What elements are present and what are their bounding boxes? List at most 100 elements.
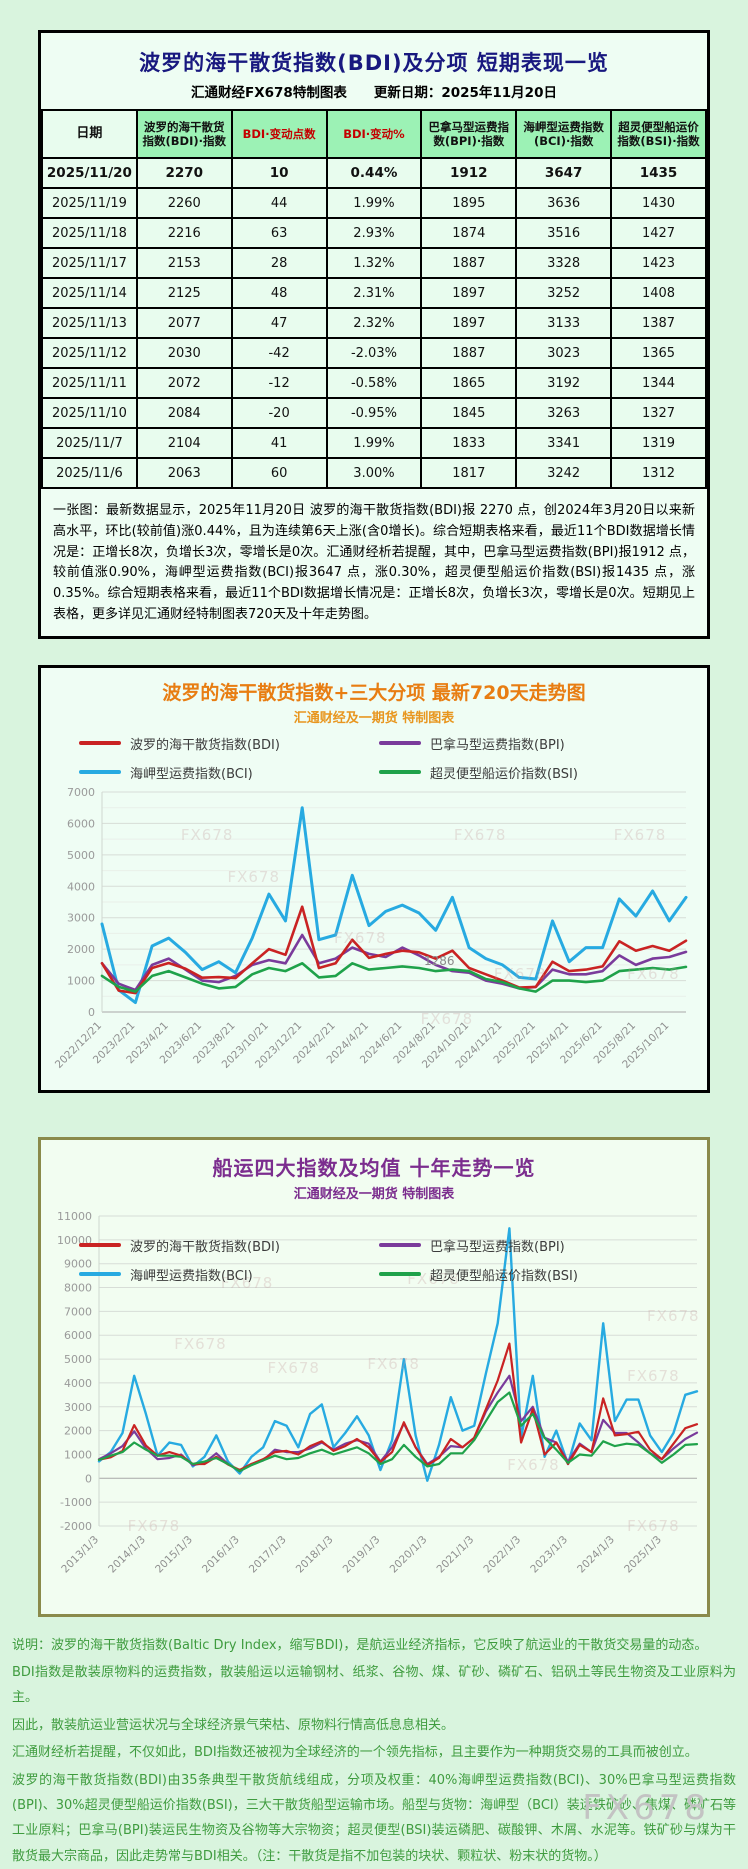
svg-text:5000: 5000 [64, 1353, 92, 1366]
column-header: BDI·变动% [325, 109, 423, 159]
bdi-line-swatch [79, 1243, 121, 1248]
svg-text:2021/1/3: 2021/1/3 [434, 1533, 476, 1575]
svg-text:2025/1/3: 2025/1/3 [622, 1533, 664, 1575]
explanation-line: 因此，散装航运业营运状况与全球经济景气荣枯、原物料行情高低息息相关。 [12, 1717, 455, 1733]
chart-10year-subtitle: 汇通财经及一期货 特制图表 [293, 1186, 455, 1202]
explanation-line: BDI指数是散装原物料的运费指数，散装船运以运输钢材、纸浆、谷物、煤、矿砂、磷矿… [12, 1665, 736, 1706]
svg-text:2013/1/3: 2013/1/3 [59, 1533, 101, 1575]
legend-item-bci: 海岬型运费指数(BCI) [79, 1265, 369, 1284]
svg-text:11000: 11000 [57, 1210, 92, 1223]
legend-item-bdi: 波罗的海干散货指数(BDI) [79, 1236, 369, 1255]
bpi-line-swatch [379, 741, 421, 746]
svg-text:2015/1/3: 2015/1/3 [153, 1533, 195, 1575]
page-subtitle: 汇通财经FX678特制图表 更新日期：2025年11月20日 [191, 85, 557, 101]
table-row: 2025/11/12 2030 -42 -2.03% 1887 3023 1365 [41, 337, 707, 369]
series-line-bci [97, 1226, 699, 1482]
legend-item-bsi: 超灵便型船运价指数(BSI) [379, 763, 669, 782]
short-term-table-panel: 波罗的海干散货指数(BDI)及分项 短期表现一览 汇通财经FX678特制图表 更… [38, 30, 710, 639]
table-row: 2025/11/11 2072 -12 -0.58% 1865 3192 1344 [41, 367, 707, 399]
value-annotation: 1286 [424, 954, 455, 968]
svg-text:2023/1/3: 2023/1/3 [528, 1533, 570, 1575]
page-title: 波罗的海干散货指数(BDI)及分项 短期表现一览 [139, 51, 609, 75]
bpi-line-swatch [379, 1243, 421, 1248]
bci-line-swatch [79, 770, 121, 775]
explanation-line: 汇通财经析若提醒，不仅如此，BDI指数还被视为全球经济的一个领先指标，且主要作为… [12, 1745, 698, 1761]
column-header: BDI·变动点数 [230, 109, 328, 159]
table-row: 2025/11/13 2077 47 2.32% 1897 3133 1387 [41, 307, 707, 339]
chart-720day-legend: 波罗的海干散货指数(BDI) 巴拿马型运费指数(BPI) 海岬型运费指数(BCI… [41, 734, 707, 782]
series-line-bdi [97, 1342, 699, 1471]
svg-text:-1000: -1000 [60, 1496, 92, 1509]
series-line-bdi [100, 905, 688, 995]
svg-text:9000: 9000 [64, 1257, 92, 1270]
series-line-bsi [100, 961, 688, 993]
series-line-bci [100, 805, 688, 1004]
svg-text:8000: 8000 [64, 1281, 92, 1294]
svg-text:1000: 1000 [67, 974, 95, 987]
svg-text:2016/1/3: 2016/1/3 [200, 1533, 242, 1575]
svg-text:0: 0 [88, 1006, 95, 1019]
bdi-line-swatch [79, 741, 121, 746]
chart-720day-plot-area: 0 1000 2000 3000 4000 5000 6000 7000 2022/12/21 2… [41, 784, 707, 1086]
table-row: 2025/11/18 2216 63 2.93% 1874 3516 1427 [41, 217, 707, 249]
bci-line-swatch [79, 1272, 121, 1277]
chart-10year-panel: 船运四大指数及均值 十年走势一览 汇通财经及一期货 特制图表 波罗的海干散货指数… [38, 1136, 710, 1617]
explanation-line: 说明：波罗的海干散货指数(Baltic Dry Index，缩写BDI)，是航运… [12, 1637, 708, 1653]
table-row: 2025/11/6 2063 60 3.00% 1817 3242 1312 [41, 457, 707, 489]
svg-text:2019/1/3: 2019/1/3 [341, 1533, 383, 1575]
chart-10year-legend: 波罗的海干散货指数(BDI) 巴拿马型运费指数(BPI) 海岬型运费指数(BCI… [41, 1236, 707, 1284]
explanation-text: 说明：波罗的海干散货指数(Baltic Dry Index，缩写BDI)，是航运… [12, 1633, 736, 1869]
chart-10year-plot-area: 波罗的海干散货指数(BDI) 巴拿马型运费指数(BPI) 海岬型运费指数(BCI… [41, 1206, 707, 1610]
bdi-table: 日期 波罗的海干散货指数(BDI)·指数 BDI·变动点数 BDI·变动% 巴拿马型运费… [41, 109, 707, 489]
chart-10year-svg: -2000 -1000 0 1000 2000 3000 4000 5000 6000 7000 8… [57, 1210, 699, 1575]
legend-item-bpi: 巴拿马型运费指数(BPI) [379, 1236, 669, 1255]
bsi-line-swatch [379, 770, 421, 775]
chart-720day-title: 波罗的海干散货指数+三大分项 最新720天走势图 [162, 681, 586, 704]
svg-text:2014/1/3: 2014/1/3 [106, 1533, 148, 1575]
svg-text:5000: 5000 [67, 849, 95, 862]
bsi-line-swatch [379, 1272, 421, 1277]
svg-text:2020/1/3: 2020/1/3 [388, 1533, 430, 1575]
svg-text:1000: 1000 [64, 1448, 92, 1461]
bdi-table-body: 2025/11/20 2270 10 0.44% 1912 3647 1435 2025/11… [41, 157, 707, 489]
svg-text:6000: 6000 [64, 1329, 92, 1342]
fx678-watermark: FX678 [582, 1788, 710, 1828]
column-header: 日期 [41, 109, 138, 159]
summary-note: 一张图：最新数据显示，2025年11月20日 波罗的海干散货指数(BDI)报 2… [53, 503, 695, 622]
legend-item-bsi: 超灵便型船运价指数(BSI) [379, 1265, 669, 1284]
svg-text:2000: 2000 [64, 1424, 92, 1437]
svg-text:2022/1/3: 2022/1/3 [481, 1533, 523, 1575]
chart-720day-subtitle: 汇通财经及一期货 特制图表 [293, 710, 455, 726]
svg-text:6000: 6000 [67, 817, 95, 830]
legend-item-bci: 海岬型运费指数(BCI) [79, 763, 369, 782]
svg-text:2024/1/3: 2024/1/3 [575, 1533, 617, 1575]
column-header: 巴拿马型运费指数(BPI)·指数 [420, 109, 518, 159]
table-row: 2025/11/17 2153 28 1.32% 1887 3328 1423 [41, 247, 707, 279]
svg-text:7000: 7000 [67, 786, 95, 799]
column-header: 超灵便型船运价指数(BSI)·指数 [610, 109, 707, 159]
legend-item-bpi: 巴拿马型运费指数(BPI) [379, 734, 669, 753]
chart-720day-svg: 010002000300040005000600070002022/12/212… [53, 786, 688, 1071]
svg-text:2018/1/3: 2018/1/3 [294, 1533, 336, 1575]
svg-text:3000: 3000 [64, 1401, 92, 1414]
table-row: 2025/11/20 2270 10 0.44% 1912 3647 1435 [41, 157, 707, 189]
chart-10year-title: 船运四大指数及均值 十年走势一览 [212, 1155, 536, 1180]
series-line-bsi [97, 1391, 699, 1473]
svg-text:0: 0 [85, 1472, 92, 1485]
column-header: 海岬型运费指数(BCI)·指数 [515, 109, 613, 159]
table-header-row: 日期 波罗的海干散货指数(BDI)·指数 BDI·变动点数 BDI·变动% 巴拿马型运费… [41, 109, 707, 159]
table-row: 2025/11/10 2084 -20 -0.95% 1845 3263 1327 [41, 397, 707, 429]
svg-text:4000: 4000 [67, 880, 95, 893]
legend-item-bdi: 波罗的海干散货指数(BDI) [79, 734, 369, 753]
svg-text:3000: 3000 [67, 911, 95, 924]
svg-text:2017/1/3: 2017/1/3 [247, 1533, 289, 1575]
svg-text:2000: 2000 [67, 943, 95, 956]
svg-text:4000: 4000 [64, 1377, 92, 1390]
table-row: 2025/11/7 2104 41 1.99% 1833 3341 1319 [41, 427, 707, 459]
chart-720day-panel: 波罗的海干散货指数+三大分项 最新720天走势图 汇通财经及一期货 特制图表 波… [38, 664, 710, 1093]
table-row: 2025/11/14 2125 48 2.31% 1897 3252 1408 [41, 277, 707, 309]
table-row: 2025/11/19 2260 44 1.99% 1895 3636 1430 [41, 187, 707, 219]
svg-text:-2000: -2000 [60, 1520, 92, 1533]
svg-text:7000: 7000 [64, 1305, 92, 1318]
column-header: 波罗的海干散货指数(BDI)·指数 [135, 109, 233, 159]
